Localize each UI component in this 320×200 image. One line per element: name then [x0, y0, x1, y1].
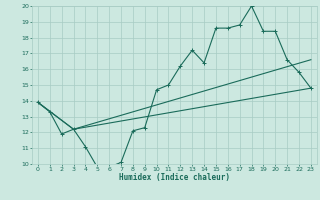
X-axis label: Humidex (Indice chaleur): Humidex (Indice chaleur) [119, 173, 230, 182]
